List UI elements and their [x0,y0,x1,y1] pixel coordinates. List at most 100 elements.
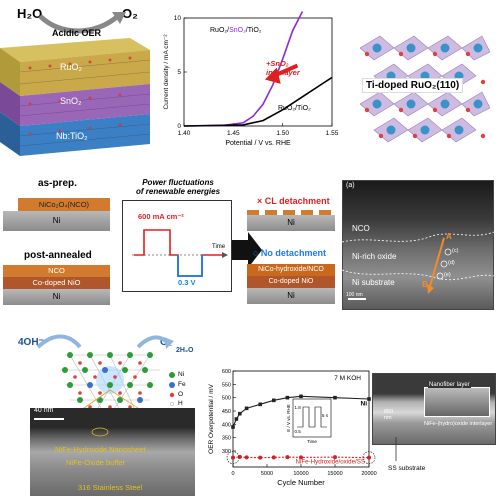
koh-label: 7 M KOH [334,375,361,382]
acidic-oer-label: Acidic OER [52,28,102,38]
sno2-layer-label: SnO₂ [60,96,82,106]
legend-h-label: H [178,400,183,407]
ni-substrate-asprep: Ni [3,211,110,231]
y-tick-label: 0 [177,123,181,130]
ruo2-layer-label: RuO₂ [60,62,82,72]
time-label: Time [212,244,226,250]
tem-c-label: (c) [452,248,459,254]
crystal-label: Ti-doped RuO₂(110) [362,78,464,93]
y-tick-label: 10 [174,15,182,22]
sem-cross-section [30,408,195,496]
x-tick-label: 1.40 [178,130,191,137]
y-tick-label-2: 400 [222,422,231,428]
post-annealed-label: post-annealed [24,250,92,261]
op-point-nife [271,455,276,460]
op-point-ni [238,411,242,416]
op-point-nife [367,455,371,460]
nanosheet-label: NiFe-Hydroxide Nanosheet [55,445,146,454]
ruo2-tio2-label: RuO₂/TiO₂ [278,105,311,112]
x-tick-label-2: 20000 [361,471,376,477]
no-detachment-label: ○ No detachment [253,248,326,258]
tem-ni-rich-label: Ni-rich oxide [352,252,397,261]
interlayer-label: NiFe-(hydro)oxide interlayer [424,421,493,427]
power-title: Power fluctuations of renewable energies [124,178,232,196]
overpotential-chart: 300 350 400 450 500 550 600 0 5000 10000 15000 2000… [208,369,377,487]
ni-substrate-nodetach: Ni [247,288,335,304]
sem-850-label: 850 nm [384,409,394,421]
current-label: 600 mA cm⁻² [138,212,184,221]
lsv-chart: 1.40 1.45 1.50 1.55 0 5 10 Potential / V vs. RH… [163,11,339,147]
op-point-nife [237,454,242,459]
cl-detachment-flakes [247,210,335,215]
co-doped-nio-layer: Co-doped NiO [3,277,110,289]
current-voltage-waveform [132,229,228,277]
y-axis-label-2: OER Overpotential / mV [208,383,215,453]
x-tick-label-2: 0 [231,471,234,477]
series-line-1 [183,76,333,127]
y-tick-label-2: 350 [222,436,231,442]
nbtio2-layer-label: Nb:TiO₂ [56,131,88,141]
legend-top: RuO₂/SnO₂/TiO₂ [210,27,262,34]
interlayer-label-1: +SnO₂ [266,59,289,68]
op-point-ni [285,395,290,400]
nico-hydroxide-label: NiCo-hydroxide/NCO [258,266,324,273]
op-point-nife [333,455,337,460]
op-point-nife [231,455,235,460]
sem-scale-label: 40 nm [34,407,54,414]
h2o-label-bottom: 2H₂O [176,347,194,354]
h2o-label: H₂O [17,6,43,21]
layered-lattice-illustration [0,38,151,156]
x-tick-label: 1.45 [227,130,240,137]
op-point-nife [299,455,303,460]
power-fluctuation-box [122,200,232,292]
op-point-nife [244,455,249,460]
tem-A-label: A [446,232,452,241]
x-tick-label-2: 10000 [293,471,308,477]
tem-B-label: B [422,280,428,289]
cl-detachment-label: × CL detachment [257,196,330,206]
y-tick-label-2: 600 [222,369,231,375]
legend-ni-label: Ni [178,371,185,378]
y-tick-label-2: 450 [222,409,231,415]
top-panel: H₂O O₂ Acidic OER RuO₂ SnO₂ Nb:TiO₂ 1.40 [0,0,500,160]
op-point-ni [333,395,337,400]
oxide-buffer-label: NiFe-Oxide buffer [66,458,126,467]
ss-substrate-label: SS substrate [388,465,426,472]
ni-label-3: Ni [287,218,295,227]
tem-ni-substrate-label: Ni substrate [352,278,395,287]
inset-frame [292,398,332,438]
inset-v1: 1.8 [295,405,302,410]
o2-label: O₂ [122,6,138,21]
oer-arrow-icon [38,12,126,34]
sem-inset [424,387,490,417]
ni-substrate-annealed: Ni [3,289,110,305]
nife-series-label: NiFe-Hydroxide/oxide/SS [296,458,365,465]
nico-hydroxide-layer: NiCo-hydroxide/NCO [247,264,335,276]
legend-o-label: O [178,391,184,398]
co-doped-nio-label: Co-doped NiO [32,278,81,287]
inset-waveform [297,406,327,428]
tem-image [342,180,494,310]
co-doped-nio-label-2: Co-doped NiO [268,278,314,285]
oh-label: 4OH⁻ [18,337,44,348]
interlayer-label-2: interlayer [266,68,301,77]
stainless-steel-label: 316 Stainless Steel [78,483,143,492]
op-point-nife [285,455,290,460]
tem-panel-label: (a) [346,182,355,189]
op-point-ni [244,406,249,411]
nife-lattice-illustration [36,334,181,436]
co-doped-nio-layer-2: Co-doped NiO [247,276,335,288]
nco-layer-asprep: NiCo₂O₄(NCO) [18,198,110,211]
y-tick-label-2: 550 [222,382,231,388]
x-tick-label: 1.55 [326,130,339,137]
y-tick-label: 5 [177,69,181,76]
inset-5s: 5 s [322,413,329,418]
op-point-ni [367,397,371,401]
middle-panel: as-prep. NiCo₂O₄(NCO) Ni post-annealed N… [0,170,500,320]
inset-v2: 0.5 [295,429,302,434]
nco-layer-annealed: NCO [3,265,110,277]
y-tick-label-2: 500 [222,396,231,402]
shift-arrow-head [264,67,281,84]
op-point-ni [299,394,303,399]
inset-time: Time [307,439,317,444]
